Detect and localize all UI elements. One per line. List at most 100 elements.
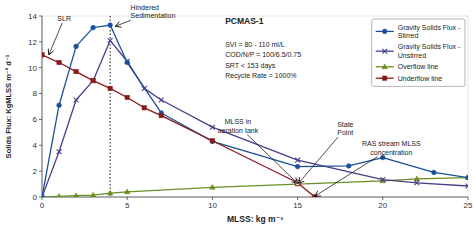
data-point — [210, 139, 215, 144]
y-tick-label: 0 — [33, 193, 38, 202]
series-line — [42, 178, 468, 197]
data-point — [465, 175, 468, 180]
x-tick-label: 5 — [125, 201, 130, 210]
annotation-arrow — [298, 137, 337, 183]
data-point — [57, 149, 62, 154]
y-tick-label: 6 — [33, 115, 38, 124]
y-tick — [39, 67, 42, 68]
data-point — [466, 184, 468, 189]
x-tick — [468, 197, 469, 200]
annotation-arrow — [115, 20, 130, 26]
x-tick — [212, 197, 213, 200]
y-tick — [39, 93, 42, 94]
y-tick-label: 2 — [33, 167, 38, 176]
data-point — [159, 113, 163, 117]
legend-label: Gravity Solids Flux -Stirred — [398, 24, 461, 39]
annotation-arrow — [247, 135, 297, 184]
annotation-text: RAS stream MLSSconcentration — [362, 140, 421, 155]
legend-label: Overflow line — [398, 63, 439, 70]
y-tick-label: 8 — [33, 89, 38, 98]
annotation-text: StatePoint — [337, 121, 353, 136]
y-tick — [39, 197, 42, 198]
data-point — [381, 155, 386, 160]
x-axis-label: MLSS: kg m⁻³ — [227, 214, 283, 224]
annotation-text: HinderedSedimentation — [131, 4, 176, 19]
x-tick-label: 20 — [378, 201, 387, 210]
y-tick-label: 4 — [33, 141, 38, 150]
data-point — [466, 175, 468, 180]
annotation-text: MLSS inaeration tank — [218, 118, 259, 133]
data-point — [346, 164, 351, 169]
data-point — [210, 139, 214, 143]
data-point — [91, 78, 96, 83]
title: PCMAS-1 — [225, 16, 264, 26]
x-tick — [382, 197, 383, 200]
data-point — [108, 86, 112, 90]
data-point — [125, 95, 129, 99]
data-point — [42, 53, 44, 57]
data-point — [295, 158, 300, 163]
x-axis — [42, 197, 468, 198]
annotation-arrow — [315, 157, 378, 197]
data-point — [57, 60, 61, 64]
data-point — [432, 170, 437, 175]
plot-data — [42, 16, 468, 197]
data-point — [57, 103, 62, 108]
data-point — [414, 180, 419, 185]
data-point — [42, 195, 44, 197]
legend-label: Underflow line — [398, 75, 442, 82]
x-tick — [297, 197, 298, 200]
y-tick — [39, 145, 42, 146]
y-tick-label: 10 — [28, 64, 37, 73]
data-point — [295, 164, 300, 169]
data-point — [91, 78, 95, 82]
annotation-arrow — [49, 23, 62, 55]
legend-label: Gravity Solids Flux -Unstirred — [398, 43, 461, 58]
x-tick-label: 15 — [293, 201, 302, 210]
data-point — [42, 195, 44, 197]
info-text: SVI = 80 - 110 ml/LCOD/N/P = 100/6.5/0.7… — [225, 41, 301, 81]
data-point — [107, 190, 113, 195]
x-tick — [42, 197, 43, 200]
plot-area — [42, 16, 468, 197]
data-point — [74, 98, 79, 103]
data-point — [210, 125, 215, 130]
data-point — [73, 193, 79, 197]
data-point — [90, 192, 96, 197]
y-tick-label: 14 — [28, 12, 37, 21]
series — [42, 53, 317, 197]
legend-marker — [382, 49, 387, 54]
y-axis — [42, 16, 43, 197]
y-axis-label: Solids Flux: KgMLSS m⁻² d⁻¹ — [4, 54, 13, 158]
reference-line — [110, 16, 111, 197]
y-tick — [39, 119, 42, 120]
data-point — [56, 194, 62, 197]
x-tick-label: 0 — [40, 201, 45, 210]
legend-marker — [383, 76, 387, 80]
data-point — [74, 44, 79, 49]
y-tick — [39, 16, 42, 17]
y-tick-label: 12 — [28, 38, 37, 47]
data-point — [210, 185, 216, 190]
data-point — [74, 69, 78, 73]
series — [42, 23, 468, 197]
state-point — [295, 180, 301, 186]
data-point — [108, 38, 113, 43]
data-point — [380, 177, 385, 182]
annotation-text: SLR — [57, 15, 71, 22]
data-point — [108, 23, 113, 28]
series — [42, 175, 468, 197]
legend-frame — [372, 19, 465, 86]
data-point — [91, 25, 96, 30]
series-line — [42, 55, 315, 197]
data-point — [159, 98, 164, 103]
series-line — [42, 41, 468, 197]
y-tick — [39, 41, 42, 42]
legend-marker — [382, 64, 388, 69]
x-tick-label: 10 — [208, 201, 217, 210]
x-tick-label: 25 — [464, 201, 473, 210]
legend-marker — [382, 29, 387, 34]
data-point — [142, 106, 146, 110]
data-point — [125, 60, 130, 65]
legend: Gravity Solids Flux -Stirred Gravity Soli… — [372, 19, 465, 86]
